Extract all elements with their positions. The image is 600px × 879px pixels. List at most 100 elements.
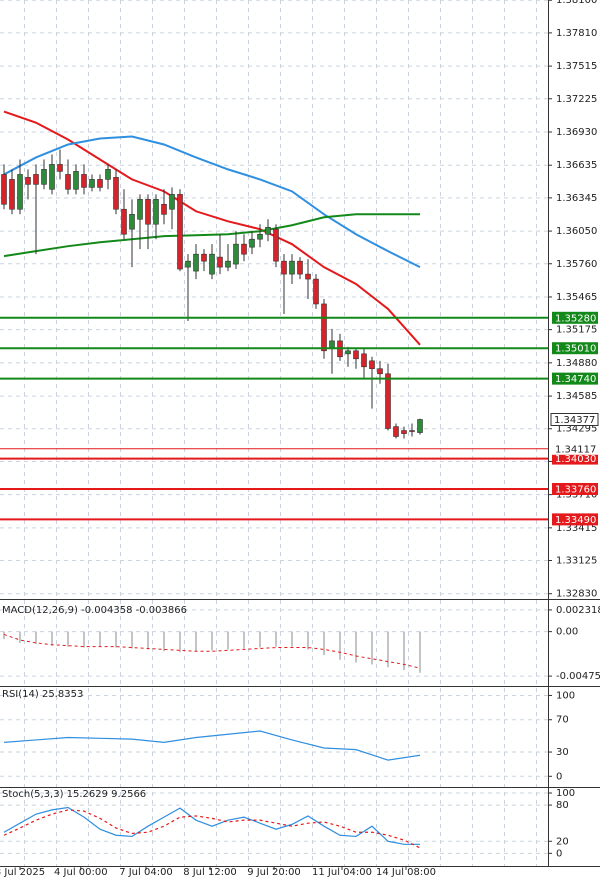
level-label: 1.34030	[555, 454, 596, 465]
level-label: 1.34740	[555, 374, 596, 385]
level-box	[552, 311, 598, 324]
x-tick-label: 11 Jul 04:00	[312, 867, 372, 878]
y-tick-label: 0	[556, 848, 562, 859]
candle-body	[385, 373, 391, 429]
x-tick-label: 14 Jul 08:00	[376, 867, 436, 878]
candle-body	[313, 278, 319, 305]
y-tick-label: 1.34295	[556, 424, 597, 435]
y-tick-label: 0.00	[556, 627, 578, 638]
candle-body	[161, 203, 167, 215]
candle-body	[401, 430, 407, 434]
candle-body	[257, 233, 263, 240]
candle-body	[409, 430, 415, 432]
level-label: 1.35280	[555, 313, 596, 324]
candle-body	[201, 253, 207, 262]
candle-body	[281, 260, 287, 275]
y-tick-label: 1.34880	[556, 358, 597, 369]
candle-body	[41, 169, 47, 185]
level-label: 1.35010	[555, 344, 596, 355]
candle-body	[25, 177, 31, 185]
reference-label: 1.34117	[555, 444, 596, 455]
candle-body	[81, 174, 87, 188]
y-tick-label: 1.33415	[556, 523, 597, 534]
y-tick-label: 1.34585	[556, 391, 597, 402]
last-price-box	[550, 413, 599, 427]
candle-body	[97, 179, 103, 188]
candle-body	[369, 360, 375, 370]
x-tick-label: 9 Jul 20:00	[247, 867, 301, 878]
candle-body	[265, 226, 271, 235]
candle-body	[249, 238, 255, 248]
candle-body	[225, 260, 231, 268]
candle-body	[57, 164, 63, 172]
candle-body	[321, 303, 327, 352]
level-box	[552, 482, 598, 495]
indicator-line	[3, 809, 421, 849]
macd-title: MACD(12,26,9) -0.004358 -0.003866	[2, 605, 187, 616]
candle-body	[33, 174, 39, 185]
y-tick-label: 1.37225	[556, 94, 597, 105]
x-tick-label: 7 Jul 04:00	[119, 867, 173, 878]
y-tick-label: 0	[556, 771, 562, 782]
candle-body	[169, 194, 175, 210]
candle-body	[273, 228, 279, 262]
last-price-label: 1.34377	[554, 415, 595, 426]
candle-body	[1, 174, 7, 205]
candle-body	[353, 350, 359, 360]
x-tick-label: 3 Jul 2025	[0, 867, 45, 878]
y-tick-label: 1.36930	[556, 127, 597, 138]
candle-body	[73, 171, 79, 190]
moving-average	[3, 135, 421, 269]
moving-average	[3, 213, 420, 258]
y-tick-label: 100	[556, 690, 575, 701]
signal-line	[3, 633, 421, 669]
level-label: 1.33760	[555, 484, 596, 495]
y-tick-label: 1.33710	[556, 490, 597, 501]
candle-body	[377, 368, 383, 375]
level-box	[552, 372, 598, 385]
y-tick-label: 100	[556, 788, 575, 799]
stoch-title: Stoch(5,3,3) 15.2629 9.2566	[2, 789, 146, 800]
candle-body	[113, 177, 119, 210]
vertical-grid	[0, 0, 548, 866]
candle-body	[233, 243, 239, 265]
candle-body	[129, 214, 135, 230]
level-box	[552, 452, 598, 465]
candle-body	[209, 253, 215, 275]
x-tick-label: 8 Jul 12:00	[183, 867, 237, 878]
candle-body	[361, 353, 367, 368]
candle-body	[145, 199, 151, 225]
candle-body	[121, 208, 127, 235]
y-tick-label: 1.35760	[556, 259, 597, 270]
candle-body	[417, 419, 423, 433]
y-tick-label: 1.37810	[556, 28, 597, 39]
y-tick-label: 30	[556, 747, 569, 758]
level-label: 1.33490	[555, 515, 596, 526]
candle-body	[393, 426, 399, 437]
y-tick-label: 1.33125	[556, 555, 597, 566]
candle-body	[105, 169, 111, 180]
candle-body	[241, 243, 247, 255]
candle-body	[65, 174, 71, 190]
candle-body	[137, 199, 143, 220]
y-tick-label: 0.002318	[556, 605, 600, 616]
candle-body	[305, 273, 311, 280]
y-tick-label: 80	[556, 800, 569, 811]
candle-body	[153, 199, 159, 225]
y-tick-label: 20	[556, 836, 569, 847]
y-tick-label: 1.36635	[556, 160, 597, 171]
candle-body	[17, 174, 23, 210]
candle-body	[9, 179, 15, 210]
y-tick-label: 1.36345	[556, 193, 597, 204]
y-tick-label: 1.32830	[556, 589, 597, 600]
candle-body	[185, 260, 191, 268]
y-tick-label: 1.37515	[556, 61, 597, 72]
indicator-line	[3, 730, 421, 761]
candle-body	[49, 164, 55, 190]
reference-box	[552, 442, 598, 455]
candle-body	[217, 256, 223, 268]
candle-body	[193, 253, 199, 272]
y-tick-label: 1.36050	[556, 226, 597, 237]
candle-body	[289, 260, 295, 275]
